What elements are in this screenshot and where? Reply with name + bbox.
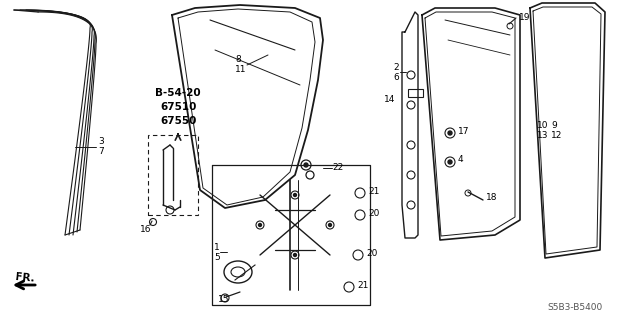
Bar xyxy=(408,89,423,97)
Circle shape xyxy=(294,194,296,197)
Circle shape xyxy=(448,160,452,164)
Text: S5B3-B5400: S5B3-B5400 xyxy=(547,302,603,311)
Text: FR.: FR. xyxy=(15,272,35,284)
Text: 5: 5 xyxy=(214,253,220,262)
Text: 15: 15 xyxy=(218,295,230,305)
Circle shape xyxy=(294,254,296,256)
Text: 21: 21 xyxy=(357,281,369,291)
Text: 67550: 67550 xyxy=(160,116,196,126)
Text: 13: 13 xyxy=(537,131,548,140)
Text: 11: 11 xyxy=(235,65,246,75)
Text: 21: 21 xyxy=(368,188,380,197)
Text: 2: 2 xyxy=(393,63,399,71)
Circle shape xyxy=(304,163,308,167)
Circle shape xyxy=(328,224,332,226)
Text: 8: 8 xyxy=(235,56,241,64)
Text: 19: 19 xyxy=(519,12,531,21)
Circle shape xyxy=(259,224,262,226)
Text: 20: 20 xyxy=(368,210,380,219)
Text: 1: 1 xyxy=(214,242,220,251)
Text: 67510: 67510 xyxy=(160,102,196,112)
Text: 6: 6 xyxy=(393,72,399,81)
Text: 9: 9 xyxy=(551,122,557,130)
Text: 17: 17 xyxy=(458,127,470,136)
Text: 18: 18 xyxy=(486,192,497,202)
Text: 22: 22 xyxy=(332,164,343,173)
Text: 20: 20 xyxy=(366,249,378,258)
Text: 16: 16 xyxy=(140,226,152,234)
Text: 14: 14 xyxy=(383,95,395,105)
Circle shape xyxy=(448,131,452,135)
Text: 7: 7 xyxy=(98,147,104,157)
Text: 10: 10 xyxy=(537,122,548,130)
Text: 4: 4 xyxy=(458,155,463,165)
Bar xyxy=(148,135,198,215)
Text: 12: 12 xyxy=(551,131,563,140)
Text: B-54-20: B-54-20 xyxy=(155,88,200,98)
Text: 3: 3 xyxy=(98,137,104,146)
